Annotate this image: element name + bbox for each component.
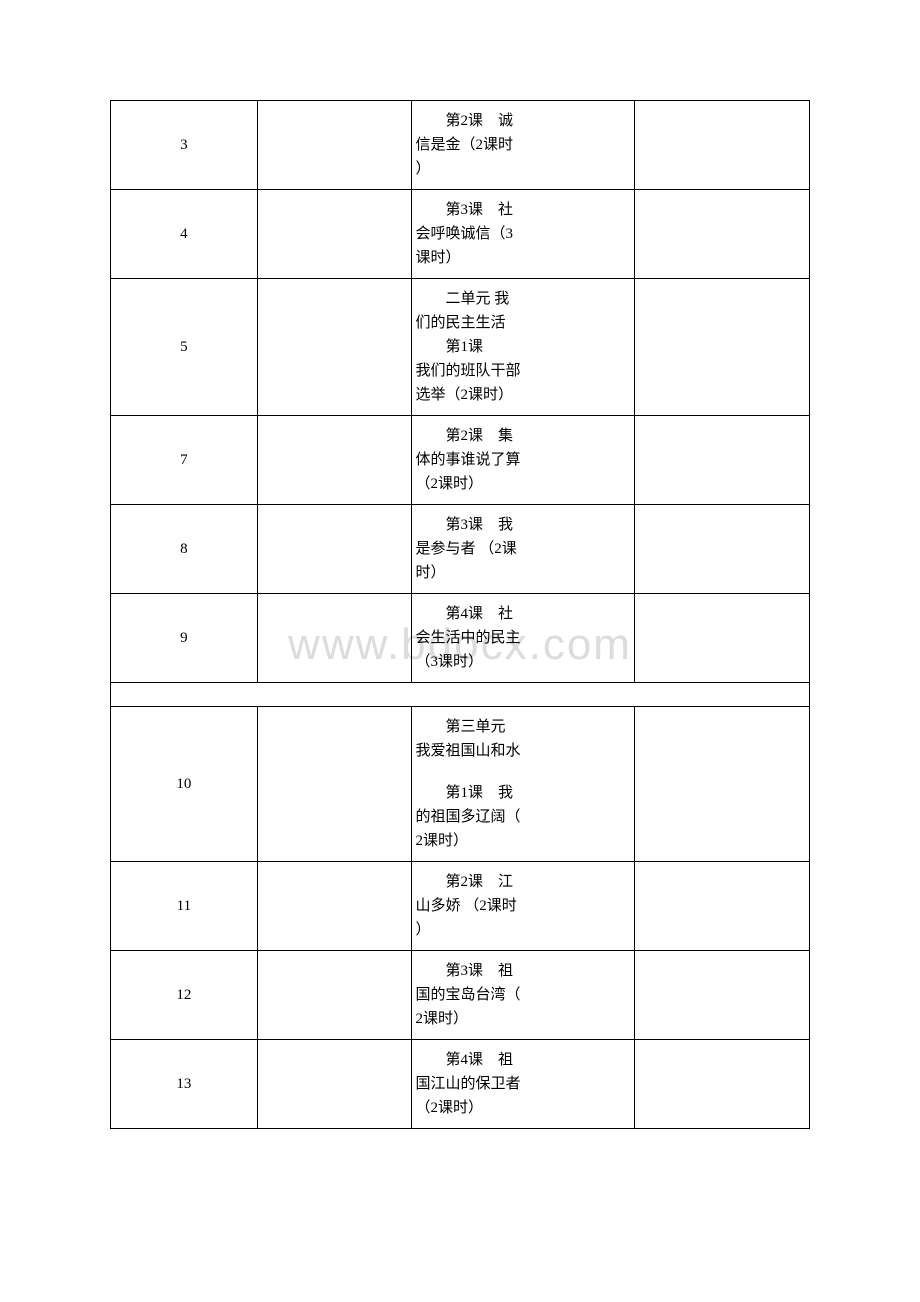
- row-col2: [257, 707, 411, 862]
- content-line: 我们的班队干部: [416, 359, 631, 383]
- row-number: 10: [111, 707, 258, 862]
- content-line: 第3课 社: [416, 198, 631, 222]
- content-line: 第2课 集: [416, 424, 631, 448]
- table-row: 7 第2课 集 体的事谁说了算 （2课时）: [111, 416, 810, 505]
- row-content: 二单元 我 们的民主生活 第1课 我们的班队干部 选举（2课时）: [411, 279, 635, 416]
- row-col4: [635, 279, 810, 416]
- row-col2: [257, 190, 411, 279]
- spacer-row: [111, 683, 810, 707]
- content-line: 国江山的保卫者: [416, 1072, 631, 1096]
- table-row: 3 第2课 诚 信是金（2课时 ）: [111, 101, 810, 190]
- row-content: 第3课 社 会呼唤诚信（3 课时）: [411, 190, 635, 279]
- row-content: 第2课 集 体的事谁说了算 （2课时）: [411, 416, 635, 505]
- row-content: 第3课 我 是参与者 （2课 时）: [411, 505, 635, 594]
- row-col4: [635, 505, 810, 594]
- content-line: 第1课: [416, 335, 631, 359]
- content-line: 体的事谁说了算: [416, 448, 631, 472]
- row-content: 第4课 祖 国江山的保卫者 （2课时）: [411, 1040, 635, 1129]
- row-col4: [635, 416, 810, 505]
- content-line: 第1课 我: [416, 781, 631, 805]
- row-number: 3: [111, 101, 258, 190]
- content-line: （3课时）: [416, 650, 631, 674]
- unit-line: 们的民主生活: [416, 311, 631, 335]
- table-row: 11 第2课 江 山多娇 （2课时 ）: [111, 862, 810, 951]
- row-col4: [635, 190, 810, 279]
- row-content: 第2课 诚 信是金（2课时 ）: [411, 101, 635, 190]
- content-line: 第3课 祖: [416, 959, 631, 983]
- blank-line: [416, 763, 631, 781]
- table-container: 3 第2课 诚 信是金（2课时 ） 4 第3课 社 会呼唤诚信（3 课时） 5 …: [110, 100, 810, 1129]
- content-line: 2课时）: [416, 829, 631, 853]
- table-row: 13 第4课 祖 国江山的保卫者 （2课时）: [111, 1040, 810, 1129]
- row-col4: [635, 707, 810, 862]
- row-col2: [257, 279, 411, 416]
- content-line: 第2课 江: [416, 870, 631, 894]
- content-line: 第3课 我: [416, 513, 631, 537]
- content-line: ）: [416, 157, 631, 181]
- content-line: 2课时）: [416, 1007, 631, 1031]
- row-content: 第2课 江 山多娇 （2课时 ）: [411, 862, 635, 951]
- content-line: 第2课 诚: [416, 109, 631, 133]
- row-col2: [257, 951, 411, 1040]
- table-row: 4 第3课 社 会呼唤诚信（3 课时）: [111, 190, 810, 279]
- content-line: 会生活中的民主: [416, 626, 631, 650]
- row-number: 7: [111, 416, 258, 505]
- row-content: 第4课 社 会生活中的民主 （3课时）: [411, 594, 635, 683]
- unit-line: 二单元 我: [416, 287, 631, 311]
- row-col4: [635, 594, 810, 683]
- content-line: 国的宝岛台湾（: [416, 983, 631, 1007]
- row-number: 11: [111, 862, 258, 951]
- row-number: 9: [111, 594, 258, 683]
- row-number: 5: [111, 279, 258, 416]
- content-line: 选举（2课时）: [416, 383, 631, 407]
- content-line: 第4课 祖: [416, 1048, 631, 1072]
- content-line: （2课时）: [416, 472, 631, 496]
- row-number: 8: [111, 505, 258, 594]
- row-number: 4: [111, 190, 258, 279]
- content-line: 是参与者 （2课: [416, 537, 631, 561]
- table-row: 10 第三单元 我爱祖国山和水 第1课 我 的祖国多辽阔（ 2课时）: [111, 707, 810, 862]
- content-line: （2课时）: [416, 1096, 631, 1120]
- row-number: 13: [111, 1040, 258, 1129]
- content-line: 的祖国多辽阔（: [416, 805, 631, 829]
- row-col2: [257, 862, 411, 951]
- row-col2: [257, 416, 411, 505]
- row-number: 12: [111, 951, 258, 1040]
- unit-line: 第三单元: [416, 715, 631, 739]
- content-line: 山多娇 （2课时: [416, 894, 631, 918]
- row-col4: [635, 862, 810, 951]
- table-row: 9 第4课 社 会生活中的民主 （3课时）: [111, 594, 810, 683]
- table-row: 5 二单元 我 们的民主生活 第1课 我们的班队干部 选举（2课时）: [111, 279, 810, 416]
- schedule-table: 3 第2课 诚 信是金（2课时 ） 4 第3课 社 会呼唤诚信（3 课时） 5 …: [110, 100, 810, 1129]
- content-line: 时）: [416, 561, 631, 585]
- content-line: ）: [416, 918, 631, 942]
- table-row: 12 第3课 祖 国的宝岛台湾（ 2课时）: [111, 951, 810, 1040]
- table-row: 8 第3课 我 是参与者 （2课 时）: [111, 505, 810, 594]
- row-col4: [635, 1040, 810, 1129]
- unit-line: 我爱祖国山和水: [416, 739, 631, 763]
- row-content: 第3课 祖 国的宝岛台湾（ 2课时）: [411, 951, 635, 1040]
- content-line: 第4课 社: [416, 602, 631, 626]
- spacer-cell: [111, 683, 810, 707]
- row-col2: [257, 594, 411, 683]
- row-col4: [635, 951, 810, 1040]
- row-col4: [635, 101, 810, 190]
- row-col2: [257, 1040, 411, 1129]
- row-content: 第三单元 我爱祖国山和水 第1课 我 的祖国多辽阔（ 2课时）: [411, 707, 635, 862]
- row-col2: [257, 505, 411, 594]
- content-line: 信是金（2课时: [416, 133, 631, 157]
- content-line: 课时）: [416, 246, 631, 270]
- row-col2: [257, 101, 411, 190]
- content-line: 会呼唤诚信（3: [416, 222, 631, 246]
